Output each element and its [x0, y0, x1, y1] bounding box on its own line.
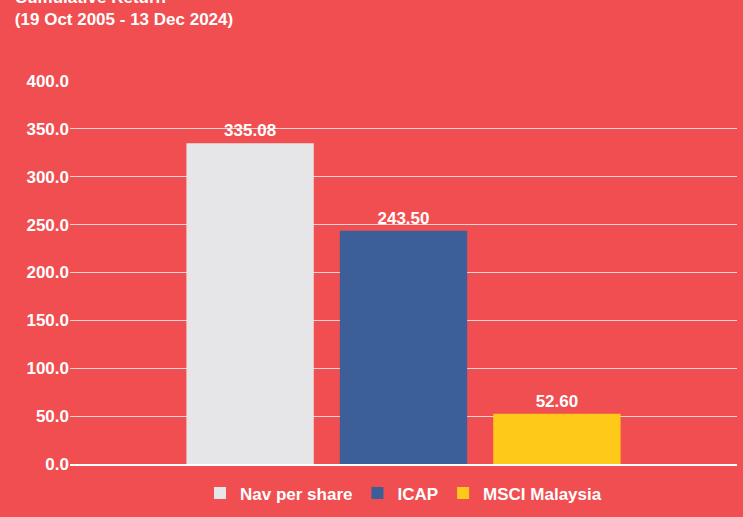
svg-text:335.08: 335.08 [224, 121, 276, 140]
svg-text:300.0: 300.0 [26, 168, 69, 187]
svg-text:200.0: 200.0 [26, 263, 69, 282]
svg-text:50.0: 50.0 [36, 407, 69, 426]
svg-text:MSCI Malaysia: MSCI Malaysia [483, 485, 602, 504]
svg-text:0.0: 0.0 [45, 455, 69, 474]
svg-text:150.0: 150.0 [26, 311, 69, 330]
svg-text:243.50: 243.50 [378, 209, 430, 228]
svg-text:Cumulative Return(19 Oct 2005: Cumulative Return(19 Oct 2005 - 13 Dec 2… [15, 0, 233, 29]
svg-text:400.0: 400.0 [26, 72, 69, 91]
svg-text:100.0: 100.0 [26, 359, 69, 378]
svg-text:ICAP: ICAP [397, 485, 438, 504]
svg-text:Nav per share: Nav per share [240, 485, 352, 504]
svg-text:52.60: 52.60 [536, 392, 579, 411]
svg-text:250.0: 250.0 [26, 216, 69, 235]
svg-text:350.0: 350.0 [26, 120, 69, 139]
